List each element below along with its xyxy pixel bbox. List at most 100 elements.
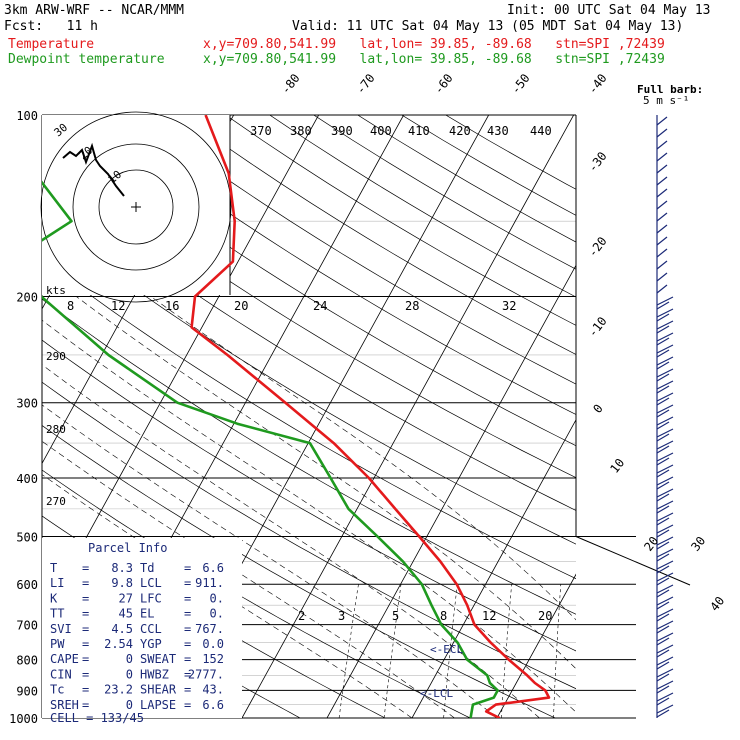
theta-label: 390 bbox=[331, 124, 353, 138]
parcel-value: 4.5 bbox=[111, 622, 133, 636]
pressure-label: 500 bbox=[16, 530, 38, 544]
isotherm-label: -70 bbox=[353, 71, 377, 97]
theta-label: 440 bbox=[530, 124, 552, 138]
mixing-ratio-line bbox=[553, 584, 562, 718]
wind-barb bbox=[656, 301, 670, 310]
parcel-value: 6.6 bbox=[202, 561, 224, 575]
parcel-equals: = bbox=[184, 607, 191, 621]
isotherm-label: 0 bbox=[590, 402, 605, 416]
wind-barb bbox=[656, 409, 670, 418]
parcel-label: SHEAR bbox=[140, 683, 177, 697]
wind-barb bbox=[656, 704, 674, 714]
parcel-equals: = bbox=[82, 607, 89, 621]
wind-barb bbox=[656, 481, 670, 490]
wind-barb bbox=[656, 452, 674, 462]
wind-barb bbox=[656, 320, 674, 330]
parcel-equals: = bbox=[82, 591, 89, 605]
mixing-ratio-line bbox=[622, 584, 625, 718]
mixing-ratio-label: 28 bbox=[405, 299, 419, 313]
dry-adiabat-line bbox=[42, 219, 576, 545]
temperature-location-info: x,y=709.80,541.99 lat,lon= 39.85, -89.68… bbox=[203, 37, 665, 52]
parcel-equals: = bbox=[82, 698, 89, 712]
parcel-label: CIN bbox=[50, 667, 72, 681]
wind-barb bbox=[656, 493, 670, 502]
wind-barb bbox=[656, 260, 668, 270]
wind-barb bbox=[656, 224, 668, 234]
wind-barb bbox=[656, 188, 668, 198]
wind-barb bbox=[656, 560, 674, 570]
parcel-value: 0. bbox=[210, 591, 224, 605]
mixing-ratio-label: 32 bbox=[502, 299, 516, 313]
isotherm-label: -80 bbox=[278, 71, 302, 97]
wind-barb bbox=[656, 692, 674, 702]
wind-barb bbox=[656, 620, 674, 630]
wind-barb bbox=[656, 385, 670, 394]
wind-barb bbox=[656, 613, 670, 622]
wind-barb bbox=[656, 524, 674, 534]
dewpoint-profile bbox=[42, 180, 499, 718]
parcel-label: HWBZ bbox=[140, 667, 169, 681]
parcel-label: YGP bbox=[140, 637, 162, 651]
wind-barb bbox=[656, 529, 670, 538]
dry-adiabat-line bbox=[42, 181, 576, 511]
wind-barb bbox=[656, 440, 674, 450]
wind-barb bbox=[656, 392, 674, 402]
wind-barb bbox=[656, 140, 668, 150]
mixing-ratio-line bbox=[338, 584, 359, 718]
wind-barb bbox=[656, 488, 674, 498]
pressure-label: 700 bbox=[16, 619, 38, 633]
wind-barb bbox=[656, 464, 674, 474]
hodograph-ring bbox=[98, 169, 174, 245]
wind-barb bbox=[656, 296, 674, 306]
wind-barb bbox=[656, 236, 668, 246]
wind-barb bbox=[656, 212, 668, 222]
side-theta-label: 270 bbox=[46, 495, 66, 508]
wind-barb bbox=[656, 116, 668, 126]
parcel-value: 6.6 bbox=[202, 698, 224, 712]
wind-barbs bbox=[656, 115, 674, 718]
wind-barb bbox=[656, 572, 674, 582]
wind-barb bbox=[656, 697, 670, 706]
mixing-ratio-label: 8 bbox=[67, 299, 74, 313]
parcel-value: 767. bbox=[195, 622, 224, 636]
isotherm-label: -60 bbox=[431, 71, 455, 97]
wind-barb bbox=[656, 632, 674, 642]
wind-barb bbox=[656, 505, 670, 514]
parcel-value: 2.54 bbox=[104, 637, 133, 651]
wind-barb bbox=[656, 500, 674, 510]
wind-barb bbox=[656, 308, 674, 318]
dry-adiabat-line bbox=[42, 298, 576, 615]
parcel-value: 0 bbox=[126, 667, 133, 681]
parcel-label: LFC bbox=[140, 591, 162, 605]
wind-barb bbox=[656, 200, 668, 210]
theta-label: 420 bbox=[449, 124, 471, 138]
parcel-equals: = bbox=[184, 667, 191, 681]
wind-barb bbox=[656, 649, 670, 658]
parcel-value: 27 bbox=[119, 591, 133, 605]
pressure-label: 300 bbox=[16, 397, 38, 411]
parcel-equals: = bbox=[184, 561, 191, 575]
isotherm-label: -20 bbox=[585, 234, 609, 260]
isotherm-label: 40 bbox=[707, 594, 727, 614]
wind-barb bbox=[656, 176, 668, 186]
wind-barb bbox=[656, 608, 674, 618]
parcel-label: Td bbox=[140, 561, 154, 575]
wind-barb bbox=[656, 337, 670, 346]
pressure-label: 1000 bbox=[9, 712, 38, 726]
wind-barb bbox=[656, 344, 674, 354]
wind-barb bbox=[656, 428, 674, 438]
parcel-label: SREH bbox=[50, 698, 79, 712]
parcel-label: K bbox=[50, 591, 58, 605]
wind-barb bbox=[656, 680, 674, 690]
wind-barb bbox=[656, 332, 674, 342]
parcel-label: PW bbox=[50, 637, 65, 651]
mixing-ratio-label: 12 bbox=[482, 609, 496, 623]
theta-label: 410 bbox=[408, 124, 430, 138]
parcel-value: 9.8 bbox=[111, 576, 133, 590]
wind-barb bbox=[656, 373, 670, 382]
wind-barb bbox=[656, 661, 670, 670]
isotherm-label: 30 bbox=[688, 534, 708, 554]
mixing-ratio-label: 2 bbox=[298, 609, 305, 623]
parcel-info-title: Parcel Info bbox=[88, 541, 167, 555]
